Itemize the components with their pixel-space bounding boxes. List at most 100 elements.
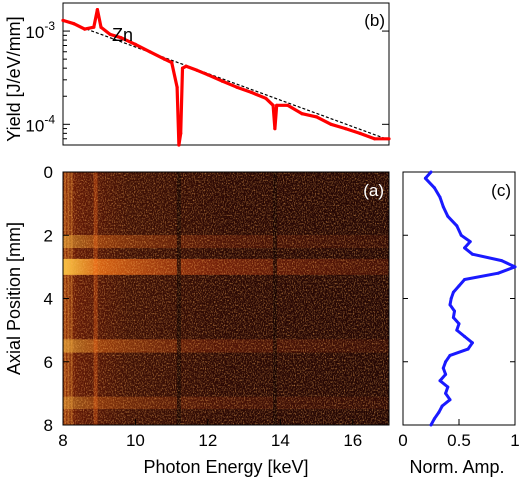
yield-measured-line [62, 8, 389, 147]
yield-point [264, 96, 268, 100]
amplitude-point [441, 366, 445, 370]
yield-point [162, 57, 166, 61]
amplitude-point [463, 278, 467, 281]
norm-amp-axis-label: Norm. Amp. [409, 457, 504, 477]
amplitude-point [457, 284, 461, 288]
amplitude-point [470, 252, 474, 256]
heatmap-y-tick-label: 0 [44, 163, 53, 182]
amplitude-point [470, 341, 474, 345]
yield-point [195, 68, 199, 72]
yield-point [184, 64, 188, 68]
amplitude-point [449, 297, 453, 300]
yield-point [235, 85, 239, 89]
heatmap-x-tick-label: 12 [198, 431, 217, 450]
yield-point [180, 66, 185, 70]
yield-point [275, 103, 279, 107]
amplitude-profile-panel: 0 0.5 1 Norm. Amp. (c) [398, 170, 520, 477]
yield-point [358, 131, 362, 135]
amplitude-point [441, 205, 445, 209]
amplitude-point [451, 316, 455, 319]
heatmap-y-tick-label: 4 [44, 290, 53, 309]
fit-dashed-line [62, 19, 390, 141]
yield-point [372, 137, 377, 141]
amplitude-point [446, 214, 450, 218]
yield-y-ticks: 10-3 10-4 [25, 2, 389, 140]
amplitude-point [432, 417, 436, 421]
amplitude-point [455, 224, 459, 228]
amplitude-point [444, 391, 448, 395]
amplitude-point [440, 404, 444, 408]
panel-label-c: (c) [491, 181, 511, 200]
yield-tick-label: 10-3 [25, 19, 55, 42]
amplitude-x-tick-label: 0.5 [447, 431, 471, 450]
amplitude-plot-frame [402, 171, 516, 426]
amplitude-point [455, 328, 459, 332]
yield-point [177, 143, 181, 147]
amplitude-point [496, 271, 500, 275]
panel-label-b: (b) [364, 11, 385, 30]
yield-point [133, 42, 137, 47]
amplitude-point [448, 353, 452, 357]
exponential-fit-line [62, 19, 390, 141]
yield-plot-frame [62, 2, 390, 146]
yield-point [175, 85, 179, 89]
amplitude-point [451, 290, 455, 294]
yield-point [271, 103, 275, 107]
yield-tick-label: 10-4 [25, 112, 55, 135]
yield-point [83, 27, 87, 31]
yield-point [72, 22, 76, 26]
amplitude-trace [423, 170, 517, 427]
amplitude-point [438, 195, 442, 199]
heatmap-y-tick-label: 8 [44, 416, 53, 435]
amplitude-point [437, 410, 441, 414]
yield-point [108, 32, 112, 37]
amplitude-point [463, 335, 467, 338]
heatmap-x-ticks: 8 10 12 14 16 [58, 419, 362, 450]
yield-point [387, 137, 391, 141]
amplitude-line [423, 171, 517, 426]
heatmap-y-ticks: 0 2 4 6 8 [44, 163, 69, 435]
panel-label-a: (a) [363, 181, 384, 200]
amplitude-point [463, 246, 467, 250]
photon-energy-axis-label: Photon Energy [keV] [143, 457, 308, 477]
amplitude-x-tick-label: 0 [398, 431, 407, 450]
amplitude-x-ticks: 0 0.5 1 [398, 419, 520, 450]
heatmap-x-tick-label: 16 [343, 431, 362, 450]
yield-axis-label: Yield [J/eV/mm] [4, 16, 24, 141]
yield-point [315, 115, 319, 119]
yield-point [92, 25, 96, 29]
amplitude-point [448, 398, 452, 402]
amplitude-x-tick-label: 1 [510, 431, 519, 450]
amplitude-point [429, 423, 433, 427]
yield-point [179, 131, 183, 135]
amplitude-point [444, 360, 448, 364]
amplitude-point [500, 259, 504, 263]
heatmap-x-tick-label: 10 [126, 431, 145, 450]
amplitude-y-ticks [403, 171, 515, 426]
amplitude-point [466, 347, 470, 351]
heatmap-y-tick-label: 2 [44, 226, 53, 245]
amplitude-point [459, 233, 463, 237]
yield-point [170, 60, 174, 65]
yield-point [119, 36, 123, 40]
amplitude-point [423, 176, 427, 180]
amplitude-point [453, 309, 456, 313]
amplitude-point [432, 186, 436, 190]
heatmap-y-tick-label: 6 [44, 353, 53, 372]
yield-point [148, 50, 152, 54]
heatmap-noise [63, 172, 389, 425]
yield-trace [61, 8, 391, 147]
amplitude-point [457, 322, 461, 326]
yield-spectrum-panel: 10-3 10-4 Yield [J/eV/mm] Zn (b) [4, 2, 391, 147]
yield-point [273, 127, 277, 131]
yield-point [286, 103, 290, 107]
heatmap-x-tick-label: 14 [271, 431, 290, 450]
amplitude-point [429, 170, 433, 174]
yield-point [99, 25, 103, 29]
yield-point [220, 79, 224, 83]
yield-point [329, 122, 333, 126]
yield-point [61, 18, 65, 22]
yield-point [300, 112, 304, 116]
axial-position-axis-label: Axial Position [mm] [4, 222, 24, 375]
